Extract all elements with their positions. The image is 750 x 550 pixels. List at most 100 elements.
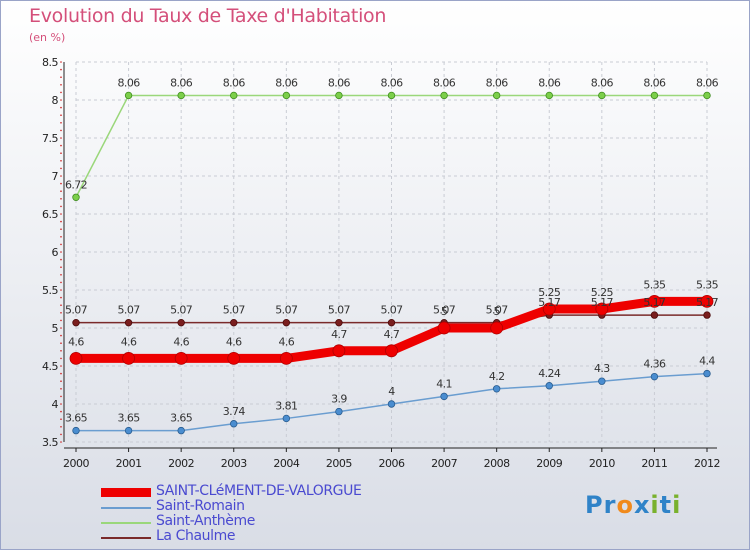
logo-letter: i	[672, 491, 682, 519]
data-point-saint-romain	[387, 400, 396, 408]
data-point-saint-cl-ment-de-valorgue	[227, 351, 241, 365]
data-label-la-chaulme: 5.07	[486, 304, 509, 317]
legend-label: La Chaulme	[156, 528, 236, 544]
logo-letter: P	[585, 491, 604, 519]
y-tick-label: 7.5	[42, 132, 58, 145]
y-tick-label: 7	[52, 170, 59, 183]
y-minor-tick	[60, 122, 62, 124]
data-point-la-chaulme	[230, 318, 238, 327]
x-tick-label: 2011	[641, 457, 667, 470]
data-label-saint-cl-ment-de-valorgue: 4.6	[173, 335, 189, 348]
y-minor-tick	[60, 152, 62, 154]
x-tick-label: 2008	[484, 457, 510, 470]
data-label-saint-romain: 4.36	[643, 358, 666, 371]
x-tick-label: 2010	[589, 457, 615, 470]
data-label-saint-anth-me: 8.06	[696, 76, 719, 89]
data-point-saint-romain	[440, 392, 448, 401]
y-tick-label: 8.5	[42, 56, 58, 69]
data-label-saint-cl-ment-de-valorgue: 4.6	[121, 335, 137, 348]
y-minor-tick	[60, 84, 62, 86]
data-point-saint-romain	[335, 407, 343, 416]
proxiti-logo: Proxiti	[585, 491, 681, 519]
y-minor-tick	[60, 190, 62, 192]
data-label-saint-anth-me: 8.06	[328, 76, 351, 89]
data-label-saint-anth-me: 8.06	[538, 76, 561, 89]
data-point-saint-anth-me	[598, 91, 606, 100]
y-minor-tick	[60, 357, 62, 360]
data-label-saint-cl-ment-de-valorgue: 5.35	[696, 278, 719, 291]
x-tick-label: 2003	[221, 457, 247, 470]
x-tick-label: 2012	[694, 457, 720, 470]
y-minor-tick	[60, 228, 62, 230]
y-minor-tick	[60, 198, 62, 200]
data-point-saint-cl-ment-de-valorgue	[542, 302, 556, 316]
data-label-saint-anth-me: 8.06	[380, 76, 403, 89]
data-point-saint-anth-me	[703, 91, 711, 100]
data-label-la-chaulme: 5.17	[696, 296, 719, 309]
data-point-la-chaulme	[72, 318, 80, 327]
y-minor-tick	[60, 350, 62, 352]
y-minor-tick	[60, 243, 62, 246]
y-minor-tick	[60, 304, 62, 307]
y-minor-tick	[60, 365, 62, 367]
x-tick-label: 2001	[116, 457, 142, 470]
legend-label: Saint-Romain	[156, 498, 245, 514]
data-point-saint-romain	[124, 426, 133, 435]
x-tick-label: 2009	[536, 457, 562, 470]
data-label-saint-cl-ment-de-valorgue: 5.35	[643, 278, 666, 291]
data-label-saint-anth-me: 8.06	[643, 76, 666, 89]
y-minor-tick	[60, 342, 62, 345]
x-tick-label: 2000	[63, 457, 89, 470]
y-minor-tick	[60, 327, 62, 329]
data-label-saint-romain: 3.65	[65, 412, 88, 425]
data-label-saint-romain: 4.1	[436, 377, 452, 390]
y-tick-label: 4.5	[42, 360, 58, 373]
data-point-saint-anth-me	[282, 91, 291, 100]
legend-swatch	[101, 506, 151, 509]
y-minor-tick	[60, 395, 62, 398]
data-label-la-chaulme: 5.17	[591, 296, 614, 309]
y-tick-label: 5.5	[42, 284, 58, 297]
legend-swatch	[101, 536, 151, 539]
y-minor-tick	[60, 441, 62, 443]
data-point-saint-cl-ment-de-valorgue	[122, 351, 135, 365]
data-point-saint-cl-ment-de-valorgue	[332, 344, 346, 358]
y-minor-tick	[60, 175, 62, 177]
data-label-la-chaulme: 5.07	[65, 304, 88, 317]
x-tick-label: 2005	[326, 457, 352, 470]
data-label-saint-romain: 3.9	[331, 393, 347, 406]
y-minor-tick	[60, 319, 62, 322]
y-minor-tick	[60, 312, 62, 314]
data-label-saint-romain: 3.74	[223, 405, 246, 418]
data-label-saint-cl-ment-de-valorgue: 5	[441, 305, 448, 318]
data-label-saint-anth-me: 8.06	[591, 76, 614, 89]
data-label-la-chaulme: 5.07	[275, 304, 298, 317]
data-point-la-chaulme	[387, 318, 396, 327]
data-point-saint-cl-ment-de-valorgue	[700, 294, 714, 308]
data-label-saint-anth-me: 8.06	[433, 76, 456, 89]
y-minor-tick	[60, 99, 62, 101]
y-minor-tick	[60, 129, 62, 132]
data-point-saint-cl-ment-de-valorgue	[279, 351, 293, 365]
data-point-saint-cl-ment-de-valorgue	[595, 302, 609, 316]
data-point-la-chaulme	[335, 318, 343, 327]
data-label-saint-anth-me: 8.06	[486, 76, 509, 89]
y-minor-tick	[60, 106, 62, 109]
y-minor-tick	[60, 61, 62, 63]
data-point-saint-anth-me	[230, 91, 238, 100]
data-label-saint-romain: 3.65	[118, 412, 141, 425]
data-label-saint-anth-me: 8.06	[275, 76, 298, 89]
y-minor-tick	[60, 251, 62, 253]
data-point-saint-romain	[230, 420, 238, 428]
data-point-saint-romain	[282, 414, 291, 423]
data-point-saint-anth-me	[177, 91, 185, 100]
logo-letter: r	[603, 491, 617, 519]
logo-letter: o	[616, 491, 634, 519]
y-minor-tick	[60, 433, 62, 436]
data-point-saint-romain	[492, 385, 501, 393]
logo-letter: i	[650, 491, 660, 519]
data-label-saint-cl-ment-de-valorgue: 5	[493, 305, 500, 318]
data-label-saint-cl-ment-de-valorgue: 4.7	[331, 328, 347, 341]
